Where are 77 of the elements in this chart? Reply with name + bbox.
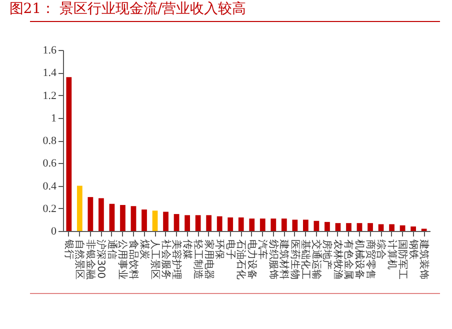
- x-tick-label: 社会服务: [160, 240, 172, 280]
- x-tick-label: 石油石化: [235, 240, 248, 280]
- bar: [109, 204, 115, 231]
- bar: [228, 217, 234, 231]
- bar: [216, 216, 222, 231]
- x-tick-label: 自然景区: [74, 240, 86, 280]
- y-tick-label: 0.6: [42, 158, 57, 170]
- bar: [356, 223, 362, 231]
- x-tick-label: 汽车: [256, 240, 269, 260]
- x-tick-label: 商贸零售: [364, 240, 376, 280]
- x-tick-label: 沪深300: [95, 240, 108, 279]
- x-tick-label: 环保: [214, 240, 225, 260]
- y-tick-label: 1.2: [42, 90, 56, 102]
- x-tick-label: 建筑装饰: [418, 238, 430, 280]
- y-tick-label: 0.4: [42, 180, 57, 192]
- bar: [76, 186, 82, 231]
- x-tick-label: 机械设备: [354, 240, 366, 280]
- bar: [152, 210, 158, 231]
- bar: [88, 197, 94, 231]
- x-tick-label: 计算机: [386, 240, 398, 270]
- bar: [346, 223, 352, 231]
- bar: [238, 217, 244, 231]
- y-tick-label: 0.8: [42, 135, 57, 147]
- x-tick-label: 农林牧渔: [332, 240, 344, 280]
- x-tick-label: 美容护理: [170, 240, 183, 280]
- x-tick-label: 综合: [375, 240, 388, 260]
- x-tick-label: 银行: [62, 238, 74, 260]
- x-tick-label: 非银金融: [84, 240, 96, 280]
- x-tick-label: 电子: [224, 240, 236, 260]
- x-tick-label: 交通运输: [310, 240, 322, 280]
- chart-title: 图21： 景区行业现金流/营业收入较高: [9, 1, 246, 17]
- bar: [368, 223, 373, 231]
- bar: [260, 218, 266, 231]
- bar: [120, 204, 126, 231]
- bar: [98, 198, 104, 231]
- bar: [410, 226, 416, 231]
- bar: [174, 214, 180, 231]
- x-tick-label: 传媒: [181, 240, 192, 260]
- x-tick-label: 公用事业: [116, 240, 129, 280]
- x-tick-label: 轻工制造: [192, 240, 204, 280]
- x-tick-label: 建筑材料: [278, 238, 290, 280]
- x-tick-label: 医药生物: [288, 240, 301, 280]
- x-tick-label: 基础化工: [300, 240, 312, 280]
- x-tick-label: 有色金属: [342, 240, 355, 280]
- x-tick-label: 煤炭: [138, 240, 150, 260]
- bar: [249, 218, 255, 231]
- x-tick-label: 电力设备: [246, 240, 258, 280]
- bar: [400, 225, 406, 231]
- x-tick-label: 通信: [106, 240, 118, 260]
- bar: [324, 222, 330, 231]
- bar: [314, 220, 320, 231]
- bar: [270, 218, 276, 231]
- bar: [281, 218, 287, 231]
- x-tick-label: 钢铁: [407, 238, 420, 260]
- y-tick-label: 0.2: [42, 202, 56, 215]
- bar: [389, 224, 394, 231]
- bar: [292, 220, 298, 231]
- y-tick-label: 1.6: [42, 44, 57, 56]
- y-tick-label: 1: [51, 112, 56, 124]
- x-tick-label: 国防军工: [396, 240, 409, 280]
- x-tick-label: 房地产: [321, 240, 334, 270]
- bar: [335, 223, 341, 231]
- y-tick-label: 0: [51, 226, 57, 238]
- bar: [184, 215, 190, 231]
- x-tick-label: 人工景区: [149, 240, 162, 280]
- bar: [130, 206, 136, 231]
- y-tick-label: 1.4: [42, 67, 57, 80]
- bar: [163, 212, 168, 231]
- bar: [142, 210, 147, 231]
- bar: [66, 77, 72, 231]
- x-tick-label: 家用电器: [202, 240, 215, 280]
- x-tick-label: 食品饮料: [127, 240, 140, 280]
- x-tick-label: 纺织服饰: [267, 240, 280, 280]
- bar: [206, 215, 212, 231]
- bar: [378, 224, 384, 231]
- bar: [303, 220, 308, 231]
- bar: [195, 215, 201, 231]
